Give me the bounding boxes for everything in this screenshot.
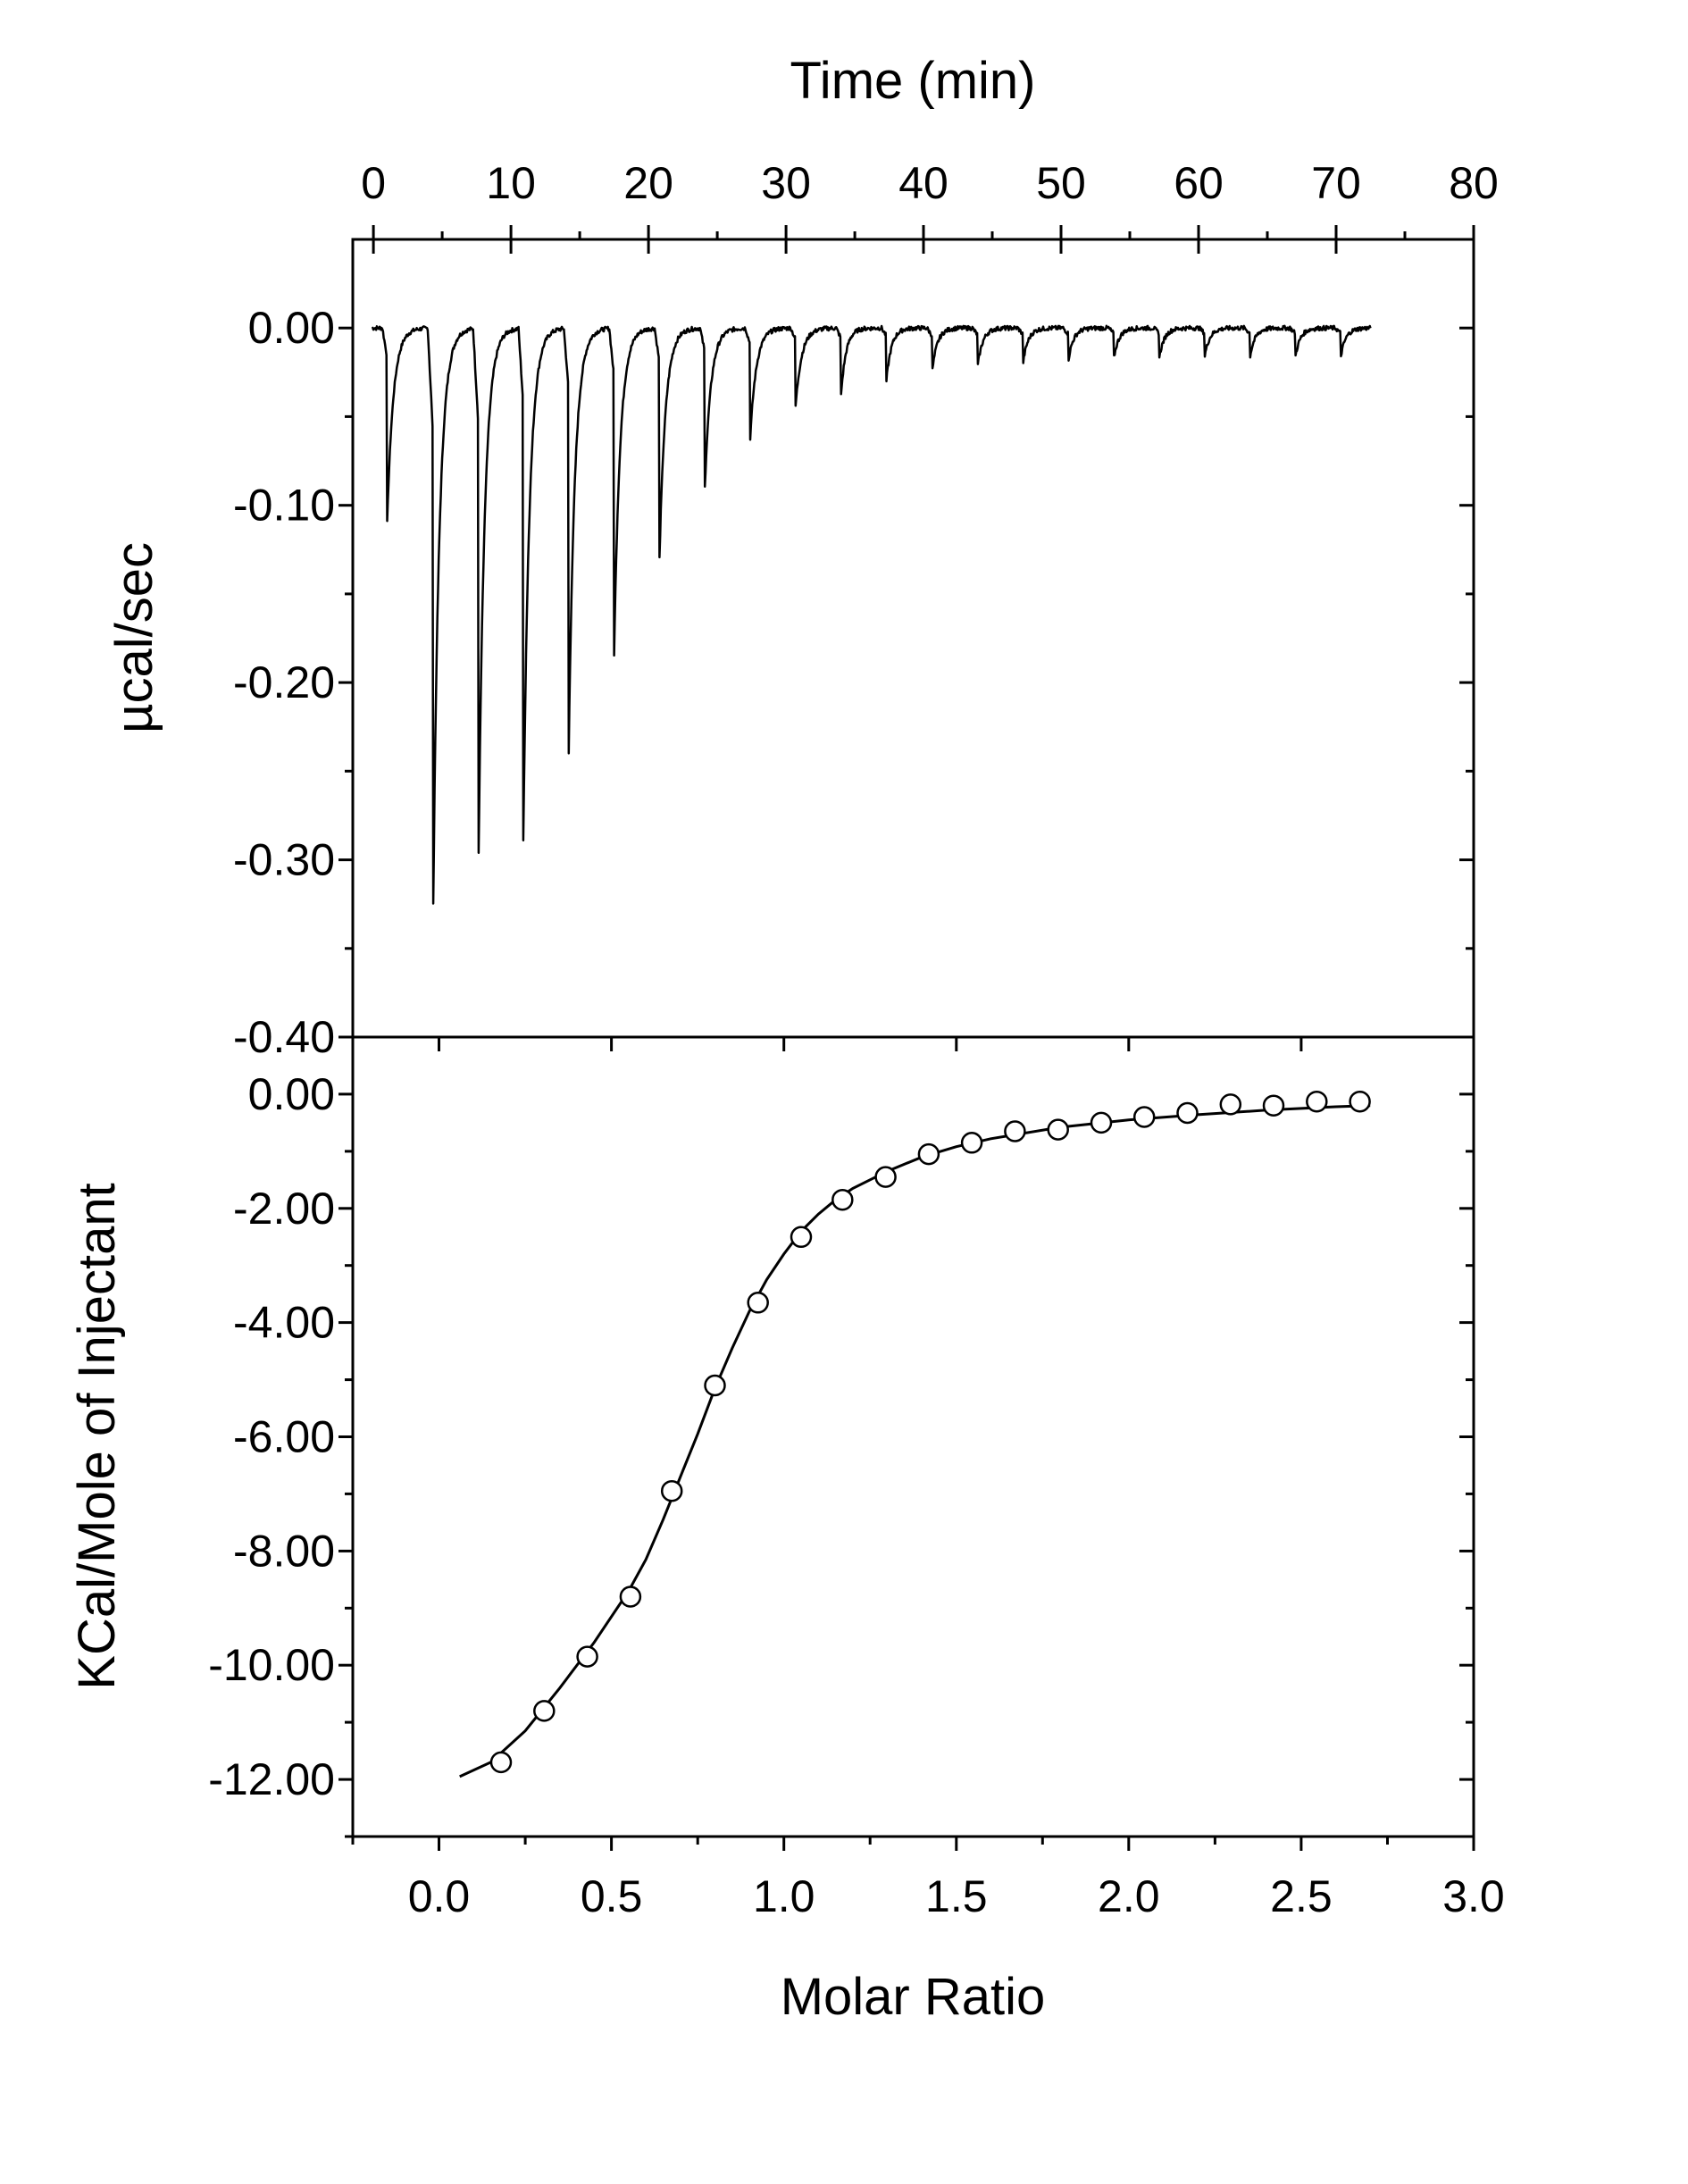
- bottom-tick-labels: 0.0 0.5 1.0 1.5 2.0 2.5 3.0 0.00 -2.00 -4.00 -6.00…: [208, 1069, 1505, 1921]
- top-ticks: [338, 225, 1475, 1039]
- bottom-y-tick-label: -2.00: [233, 1184, 335, 1234]
- bottom-data-point: [1306, 1090, 1328, 1113]
- bottom-data-point: [533, 1700, 556, 1722]
- bottom-y-tick-label: -10.00: [208, 1640, 335, 1690]
- top-x-tick-label: 80: [1449, 158, 1499, 208]
- top-x-tick-label: 10: [486, 158, 536, 208]
- bottom-plot-frame: [351, 1035, 1475, 1838]
- top-tick-labels: 0 10 20 30 40 50 60 70 80 0.00 -0.10 -0.20 -0.30 -0.4…: [233, 158, 1499, 1062]
- top-y-tick-label: -0.10: [233, 481, 335, 531]
- top-x-tick-label: 40: [898, 158, 948, 208]
- bottom-data-points: [489, 1090, 1371, 1774]
- top-x-tick-label: 30: [761, 158, 811, 208]
- top-y-axis-label: µcal/sec: [105, 542, 163, 733]
- bottom-data-point: [831, 1188, 854, 1211]
- bottom-data-point: [874, 1166, 897, 1188]
- bottom-x-axis-label: Molar Ratio: [781, 1968, 1046, 2026]
- bottom-data-point: [576, 1645, 598, 1668]
- bottom-fit-curve: [459, 1104, 1371, 1778]
- bottom-data-point: [1349, 1090, 1371, 1113]
- bottom-x-tick-label: 1.5: [925, 1871, 988, 1921]
- bottom-y-tick-label: -12.00: [208, 1754, 335, 1804]
- top-x-axis-label: Time (min): [790, 52, 1036, 110]
- top-raw-heat-trace: [371, 324, 1372, 905]
- bottom-data-point: [704, 1374, 726, 1397]
- bottom-data-point: [1176, 1101, 1199, 1125]
- bottom-y-tick-label: -8.00: [233, 1526, 335, 1576]
- bottom-y-tick-label: 0.00: [248, 1069, 335, 1119]
- bottom-data-point: [1090, 1111, 1113, 1134]
- bottom-data-point: [1219, 1093, 1242, 1116]
- top-x-tick-label: 0: [361, 158, 386, 208]
- bottom-data-point: [1047, 1118, 1069, 1141]
- bottom-y-axis-label: KCal/Mole of Injectant: [68, 1183, 126, 1689]
- top-x-tick-label: 50: [1036, 158, 1086, 208]
- bottom-data-point: [747, 1292, 769, 1314]
- bottom-ticks: [338, 1037, 1475, 1851]
- bottom-data-point: [917, 1142, 940, 1166]
- top-y-tick-label: 0.00: [248, 303, 335, 353]
- top-x-tick-label: 20: [623, 158, 673, 208]
- bottom-data-point: [790, 1226, 813, 1249]
- top-y-tick-label: -0.20: [233, 657, 335, 707]
- bottom-data-point: [1132, 1106, 1156, 1128]
- bottom-x-tick-label: 2.0: [1098, 1871, 1160, 1921]
- bottom-y-tick-label: -4.00: [233, 1298, 335, 1348]
- bottom-data-point: [489, 1751, 513, 1774]
- bottom-x-tick-label: 0.5: [581, 1871, 643, 1921]
- bottom-data-point: [960, 1132, 983, 1154]
- bottom-data-point: [1262, 1094, 1285, 1117]
- top-y-tick-label: -0.40: [233, 1012, 335, 1062]
- bottom-x-tick-label: 1.0: [753, 1871, 815, 1921]
- bottom-data-point: [1004, 1120, 1026, 1142]
- top-panel: Time (min) µcal/sec 0 10 20 30 40 50 60 70 80 0.0…: [105, 52, 1499, 1062]
- bottom-panel: Molar Ratio KCal/Mole of Injectant 0.0 0.…: [68, 1035, 1505, 2026]
- bottom-data-point: [619, 1586, 642, 1608]
- bottom-y-tick-label: -6.00: [233, 1412, 335, 1462]
- top-x-tick-label: 60: [1174, 158, 1224, 208]
- bottom-x-tick-label: 0.0: [408, 1871, 471, 1921]
- bottom-data-point: [660, 1479, 683, 1502]
- bottom-x-tick-label: 3.0: [1442, 1871, 1505, 1921]
- top-y-tick-label: -0.30: [233, 835, 335, 885]
- bottom-x-tick-label: 2.5: [1270, 1871, 1333, 1921]
- top-x-tick-label: 70: [1311, 158, 1361, 208]
